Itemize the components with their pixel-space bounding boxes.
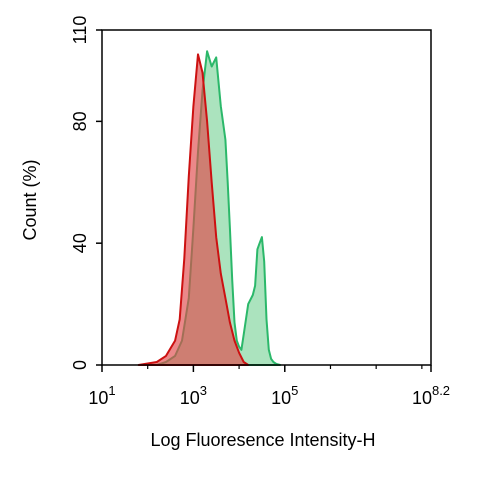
histogram-series-2 [137,53,250,366]
plot-frame [101,29,432,366]
y-tick-label: 110 [70,16,90,45]
y-tick-label: 0 [70,360,90,370]
x-tick-label: 101 [88,383,115,408]
axes [96,29,432,372]
x-axis-label: Log Fluoresence Intensity-H [150,430,375,450]
x-tick-label: 103 [180,383,207,408]
x-tick-label: 108.2 [412,383,450,408]
tick-labels: 0 40 80 110 101 103 105 108.2 [70,16,450,408]
y-tick-label: 40 [70,233,90,253]
y-tick-label: 80 [70,111,90,131]
x-tick-label: 105 [271,383,298,408]
histogram-areas [137,50,282,366]
y-axis-label: Count (%) [20,159,40,240]
